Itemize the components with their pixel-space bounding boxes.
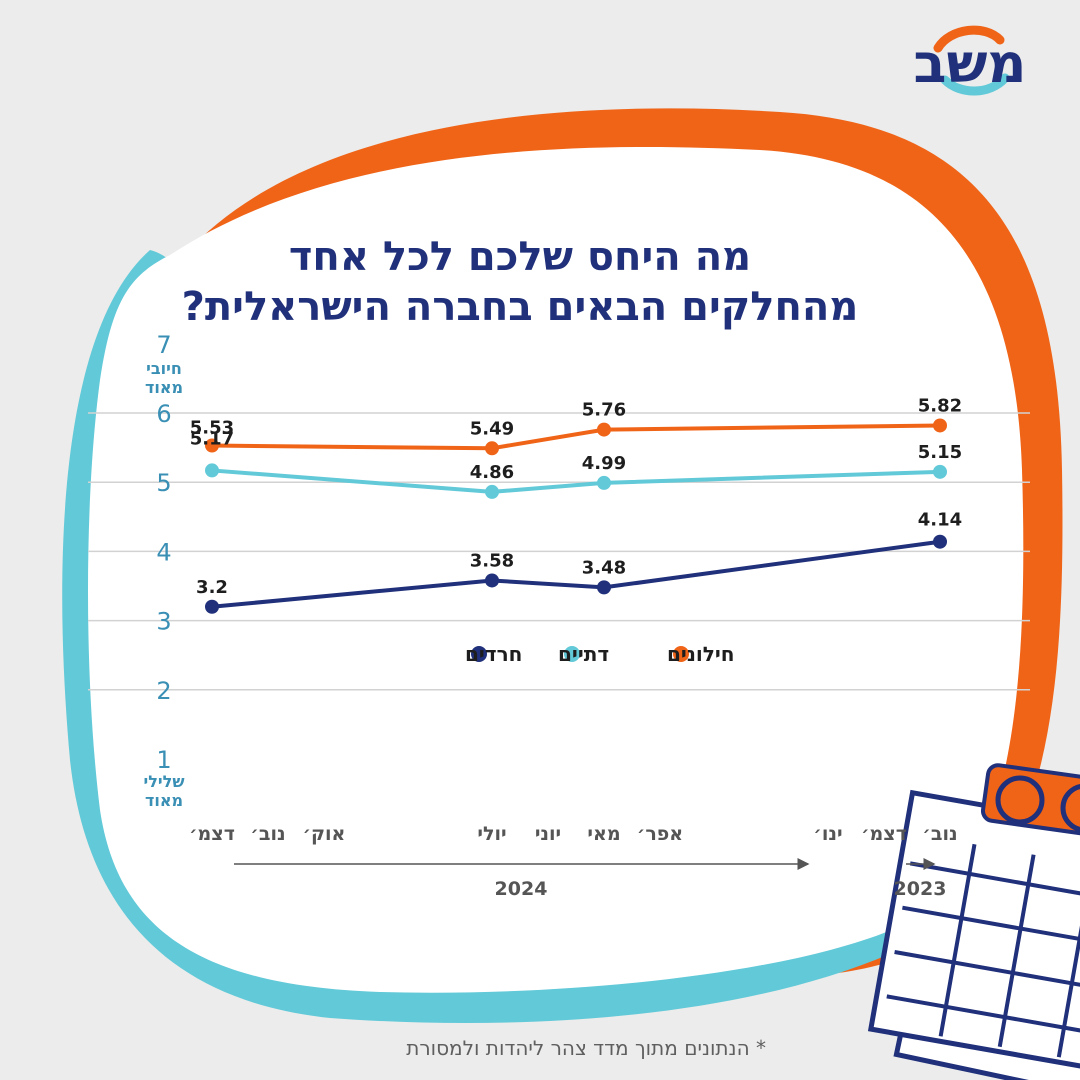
- x-tick-label: יולי: [477, 823, 506, 845]
- data-label: 4.86: [470, 462, 514, 483]
- data-point: [205, 463, 219, 478]
- calendar-rings: [995, 775, 1080, 832]
- grid-lines: [88, 412, 1030, 691]
- year-label: 2024: [495, 878, 548, 900]
- x-tick-label: אפר׳: [637, 823, 683, 845]
- data-point: [485, 441, 499, 456]
- series: 4.14 3.48 3.58 3.2: [196, 510, 962, 614]
- data-point: [933, 464, 947, 479]
- x-tick-label: מאי: [587, 823, 620, 845]
- title-line-1: מה היחס שלכם לכל אחד: [288, 234, 752, 280]
- y-tick-label: 3: [156, 608, 171, 636]
- y-tick-label: 5: [156, 469, 171, 497]
- data-label: 5.49: [470, 418, 514, 439]
- footnote: * הנתונים מתוך מדד צהר ליהדות ולמסורת: [406, 1036, 766, 1060]
- legend-swatch: [471, 646, 487, 662]
- legend-swatch: [673, 646, 689, 662]
- data-point: [205, 438, 219, 453]
- logo-text: משב: [914, 32, 1027, 95]
- data-label: 5.17: [190, 428, 234, 449]
- data-label: 5.82: [918, 395, 962, 416]
- y-top-label-line-1: חיובי: [146, 359, 182, 378]
- legend-swatch: [564, 646, 580, 662]
- white-panel: [88, 146, 1024, 993]
- data-label: 4.99: [582, 453, 626, 474]
- legend-label: חילונים: [667, 642, 734, 666]
- title-line-2: מהחלקים הבאים בחברה הישראלית?: [181, 284, 859, 330]
- data-label: 3.2: [196, 577, 228, 598]
- y-tick-label: 6: [156, 400, 171, 428]
- y-bottom-label-line-2: מאוד: [145, 791, 183, 810]
- y-top-label-line-2: מאוד: [145, 378, 183, 397]
- y-tick-label: 2: [156, 677, 171, 705]
- x-tick-label: דצמ׳: [861, 823, 907, 845]
- x-tick-label: ינו׳: [813, 823, 842, 845]
- y-tick-label: 4: [156, 538, 171, 566]
- data-point: [933, 534, 947, 549]
- y-bottom-label-line-1: שלילי: [144, 772, 185, 791]
- data-label: 3.58: [470, 550, 514, 571]
- data-point: [485, 573, 499, 588]
- calendar-grid: [886, 843, 1080, 1058]
- series: 5.15 4.99 4.86 5.17: [190, 428, 962, 499]
- series: 5.82 5.76 5.49 5.53: [190, 395, 962, 456]
- data-label: 5.76: [582, 400, 626, 421]
- data-point: [205, 599, 219, 614]
- data-point: [597, 475, 611, 490]
- legend-label: חרדים: [465, 642, 522, 666]
- series-line: [211, 423, 941, 451]
- logo: משב: [914, 25, 1027, 96]
- year-label: 2023: [894, 878, 947, 900]
- legend: חילונים דתיים חרדים: [465, 642, 734, 666]
- x-tick-label: דצמ׳: [189, 823, 235, 845]
- series-line: [211, 468, 941, 494]
- y-tick-label: 7: [156, 331, 171, 359]
- data-point: [597, 580, 611, 595]
- legend-label: דתיים: [558, 642, 609, 666]
- data-label: 3.48: [582, 557, 626, 578]
- logo-swirl-teal: [940, 73, 1010, 96]
- data-point: [485, 484, 499, 499]
- logo-swirl-orange: [933, 25, 1005, 53]
- x-tick-label: נוב׳: [922, 823, 957, 845]
- data-label: 5.53: [190, 418, 234, 439]
- series-line: [211, 539, 941, 609]
- plot-area: 5.82 5.76 5.49 5.53 5.15 4.99 4.86 5.17 4.14 3.48…: [190, 395, 962, 614]
- data-point: [933, 418, 947, 433]
- data-point: [597, 422, 611, 437]
- x-tick-label: אוק׳: [303, 823, 346, 845]
- x-tick-label: נוב׳: [250, 823, 285, 845]
- chart-title: מה היחס שלכם לכל אחד מהחלקים הבאים בחברה…: [140, 232, 900, 332]
- x-tick-label: יוני: [535, 823, 561, 845]
- data-label: 5.15: [918, 442, 962, 463]
- y-tick-label: 1: [156, 746, 171, 774]
- x-axis: נוב׳ דצמ׳ ינו׳ אפר׳ מאי יוני יולי אוק׳ נוב׳ דצמ׳ 2…: [189, 823, 957, 900]
- calendar-header: [980, 763, 1080, 837]
- data-label: 4.14: [918, 510, 962, 531]
